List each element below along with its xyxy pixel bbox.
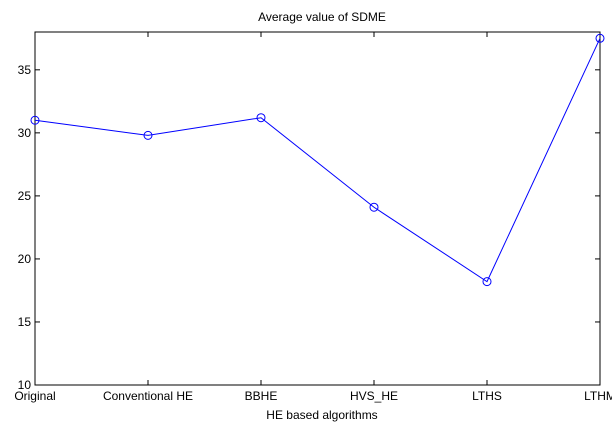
x-tick-label: BBHE bbox=[245, 389, 278, 403]
data-point bbox=[595, 33, 605, 43]
x-axis-label: HE based algorithms bbox=[266, 408, 377, 422]
data-point bbox=[369, 202, 379, 212]
data-point bbox=[256, 113, 266, 123]
x-tick-label: LTHS bbox=[472, 389, 502, 403]
x-tick-label: LTHM bbox=[584, 389, 612, 403]
x-tick-label: Conventional HE bbox=[103, 389, 193, 403]
y-tick-label: 15 bbox=[18, 315, 32, 329]
y-tick-label: 25 bbox=[18, 189, 32, 203]
data-point bbox=[30, 115, 40, 125]
y-tick-label: 20 bbox=[18, 252, 32, 266]
x-tick-label: Original bbox=[14, 389, 55, 403]
data-point bbox=[482, 277, 492, 287]
data-point bbox=[143, 130, 153, 140]
y-tick-label: 35 bbox=[18, 63, 32, 77]
plot-area bbox=[30, 33, 605, 287]
y-tick-label: 30 bbox=[18, 126, 32, 140]
plot-frame bbox=[34, 31, 601, 386]
y-tick-label: 10 bbox=[18, 378, 32, 392]
series-line bbox=[34, 38, 601, 283]
chart-title: Average value of SDME bbox=[258, 10, 386, 24]
x-tick-label: HVS_HE bbox=[350, 389, 398, 403]
axes: 10 15 20 25 30 35 Original Conventional HE BBHE H… bbox=[14, 31, 612, 403]
